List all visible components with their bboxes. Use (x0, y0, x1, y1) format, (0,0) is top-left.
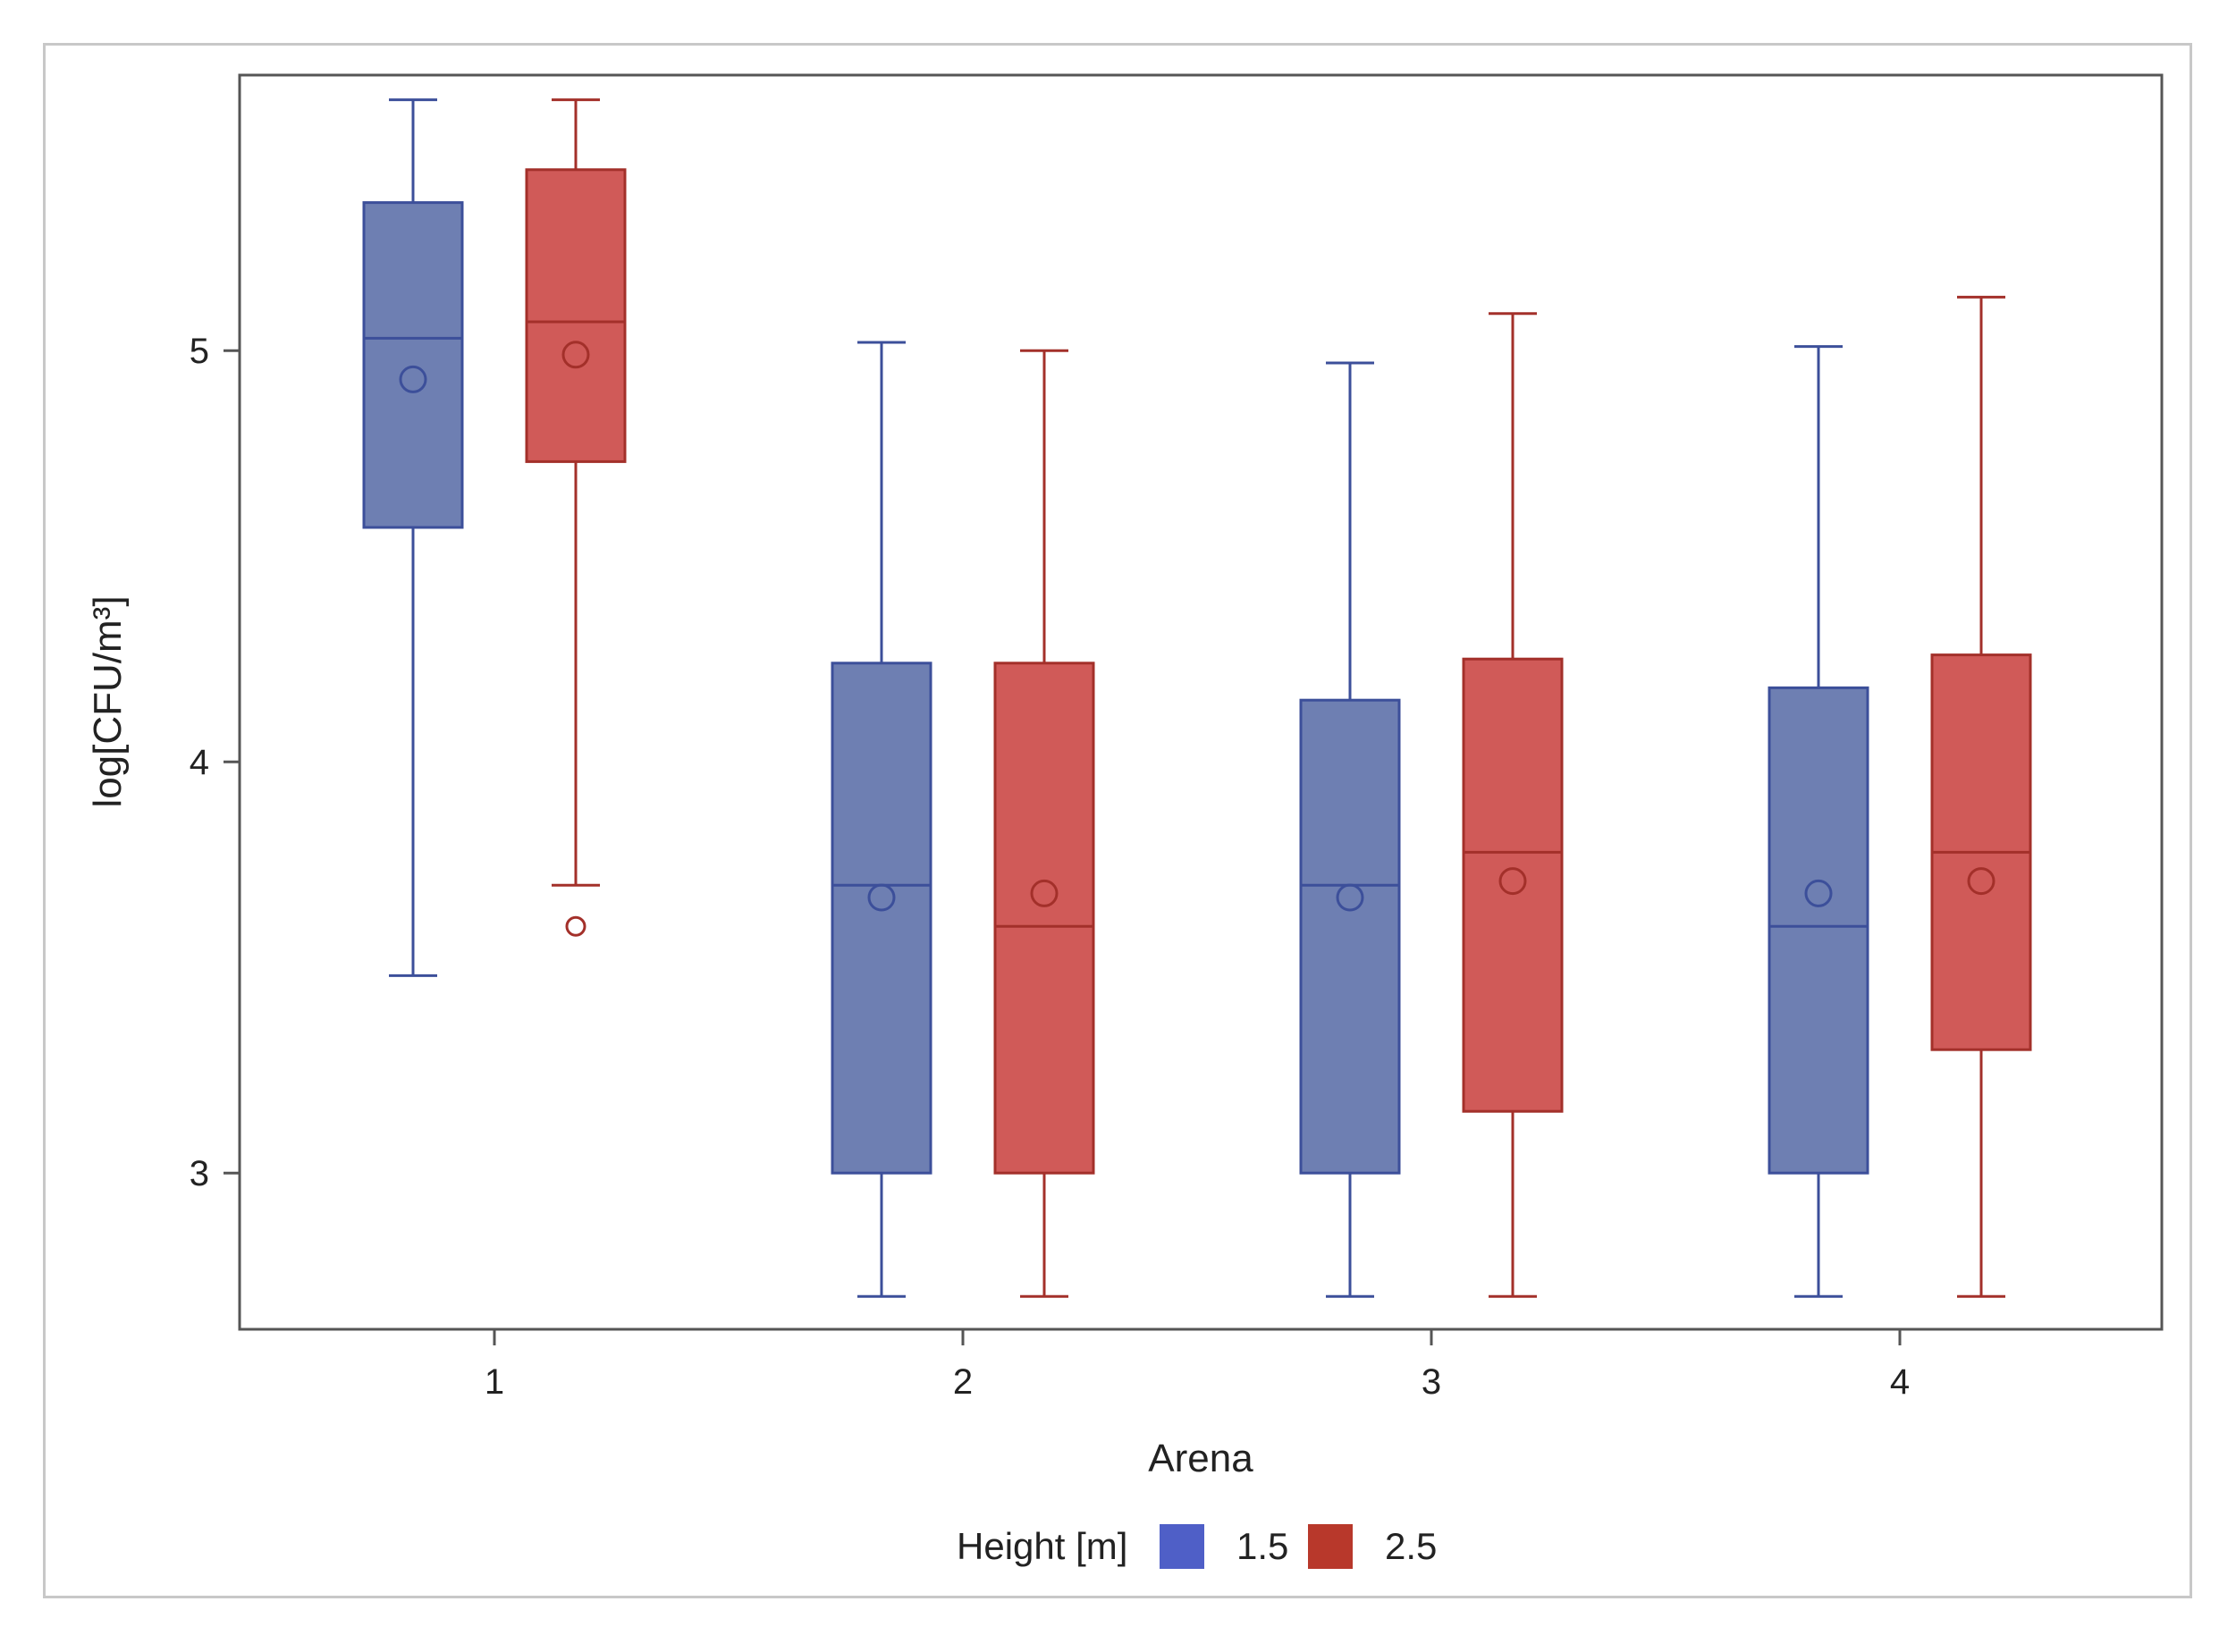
chart-frame (43, 43, 2192, 1598)
legend: Height [m] 1.5 2.5 (957, 1524, 1437, 1569)
mean-marker-series-2-5-arena-2 (1030, 879, 1059, 907)
x-tick-label-3: 3 (1422, 1362, 1441, 1402)
mean-marker-series-1-5-arena-1 (399, 365, 427, 393)
mean-marker-series-1-5-arena-4 (1804, 879, 1833, 907)
legend-swatch-1-5 (1160, 1524, 1204, 1569)
boxes-layer (362, 98, 2032, 1298)
box-series-2-5-arena-3 (1462, 657, 1564, 1113)
mean-marker-series-1-5-arena-3 (1336, 883, 1364, 912)
legend-label-1-5: 1.5 (1236, 1525, 1288, 1567)
x-tick-label-4: 4 (1890, 1362, 1910, 1402)
box-series-1-5-arena-4 (1768, 686, 1869, 1175)
y-axis-title: log[CFU/m³] (86, 595, 130, 807)
box-series-1-5-arena-1 (362, 201, 464, 529)
mean-marker-series-1-5-arena-2 (867, 883, 896, 912)
box-series-1-5-arena-2 (831, 662, 932, 1175)
mean-marker-series-2-5-arena-4 (1967, 867, 1996, 896)
mean-marker-series-2-5-arena-3 (1498, 867, 1527, 896)
axes-layer: 3 4 5 1 2 3 4 (190, 332, 1910, 1402)
y-tick-label-3: 3 (190, 1154, 209, 1193)
y-tick-label-4: 4 (190, 743, 209, 782)
outlier-series-2-5-arena-1-1 (565, 915, 586, 937)
legend-title: Height [m] (957, 1525, 1127, 1567)
mean-marker-series-2-5-arena-1 (561, 341, 590, 369)
box-series-1-5-arena-3 (1299, 698, 1401, 1175)
y-tick-label-5: 5 (190, 332, 209, 371)
box-series-2-5-arena-2 (993, 662, 1095, 1175)
x-axis-title: Arena (1148, 1437, 1253, 1480)
legend-label-2-5: 2.5 (1385, 1525, 1437, 1567)
legend-swatch-2-5 (1308, 1524, 1353, 1569)
x-tick-label-1: 1 (485, 1362, 504, 1402)
x-tick-label-2: 2 (953, 1362, 973, 1402)
box-series-2-5-arena-1 (525, 168, 627, 463)
